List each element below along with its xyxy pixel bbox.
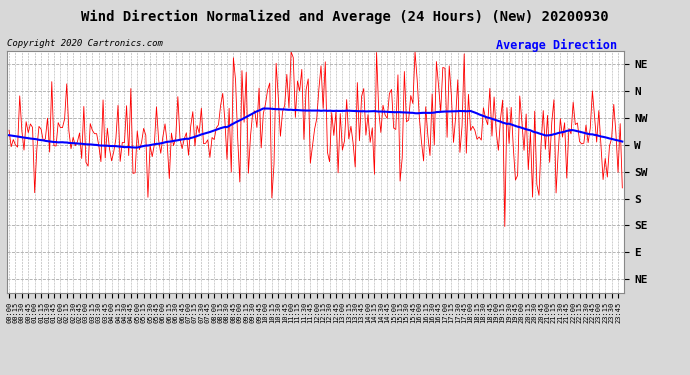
Text: Copyright 2020 Cartronics.com: Copyright 2020 Cartronics.com — [7, 39, 163, 48]
Text: Wind Direction Normalized and Average (24 Hours) (New) 20200930: Wind Direction Normalized and Average (2… — [81, 9, 609, 24]
Text: Average Direction: Average Direction — [496, 39, 618, 53]
